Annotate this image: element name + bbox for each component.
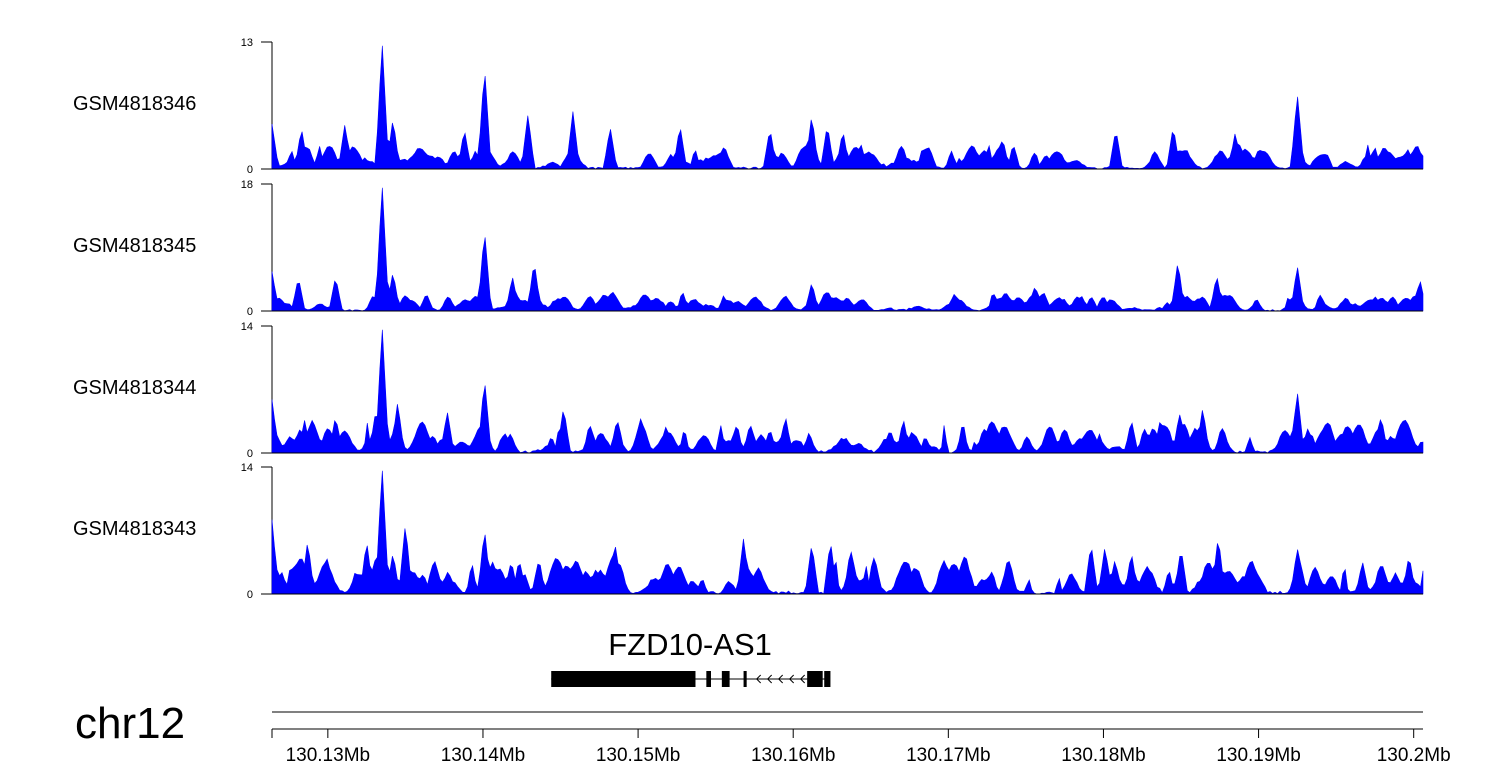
- y-min-label: 0: [247, 306, 253, 318]
- x-tick-label: 130.14Mb: [441, 745, 526, 766]
- y-min-label: 0: [247, 589, 253, 601]
- gene-exon: [743, 671, 747, 687]
- strand-arrow: [777, 674, 784, 684]
- chromosome-label: chr12: [75, 699, 185, 748]
- y-max-label: 14: [241, 462, 253, 474]
- y-min-label: 0: [247, 164, 253, 176]
- gene-exon: [706, 671, 711, 687]
- track-label: GSM4818343: [73, 518, 196, 540]
- coverage-tracks: GSM4818346130GSM4818345180GSM4818344140G…: [73, 37, 1424, 601]
- gene-annotation-track: FZD10-AS1: [551, 627, 831, 687]
- gene-label: FZD10-AS1: [608, 627, 772, 662]
- gene-exon: [721, 671, 730, 687]
- y-max-label: 14: [241, 321, 253, 333]
- x-tick-label: 130.13Mb: [286, 745, 371, 766]
- gene-exon: [824, 671, 831, 687]
- coverage-track: GSM4818345 18 0: [73, 179, 1424, 318]
- strand-arrow: [755, 674, 762, 684]
- strand-arrow: [799, 674, 806, 684]
- coverage-track: GSM4818343 14 0: [73, 462, 1424, 601]
- coverage-area: [271, 45, 1424, 170]
- gene-exon: [551, 671, 696, 687]
- x-tick-label: 130.2Mb: [1377, 745, 1451, 766]
- x-tick-label: 130.17Mb: [906, 745, 991, 766]
- genome-axis: chr12 130.13Mb 130.14Mb 130.15Mb 130.16Mb 130…: [75, 699, 1451, 766]
- x-tick-label: 130.16Mb: [751, 745, 836, 766]
- y-min-label: 0: [247, 448, 253, 460]
- coverage-area: [271, 329, 1424, 454]
- y-max-label: 13: [241, 37, 253, 49]
- strand-arrow: [788, 674, 795, 684]
- gene-exon: [807, 671, 823, 687]
- x-tick-label: 130.19Mb: [1216, 745, 1301, 766]
- coverage-track: GSM4818346 13 0: [73, 37, 1424, 176]
- track-label: GSM4818346: [73, 93, 196, 115]
- coverage-track: GSM4818344 14 0: [73, 321, 1424, 460]
- y-max-label: 18: [241, 179, 253, 191]
- track-label: GSM4818344: [73, 377, 196, 399]
- strand-arrow: [766, 674, 773, 684]
- track-label: GSM4818345: [73, 235, 196, 257]
- x-tick-label: 130.15Mb: [596, 745, 681, 766]
- x-tick-label: 130.18Mb: [1061, 745, 1146, 766]
- coverage-area: [271, 470, 1424, 595]
- coverage-area: [271, 187, 1424, 312]
